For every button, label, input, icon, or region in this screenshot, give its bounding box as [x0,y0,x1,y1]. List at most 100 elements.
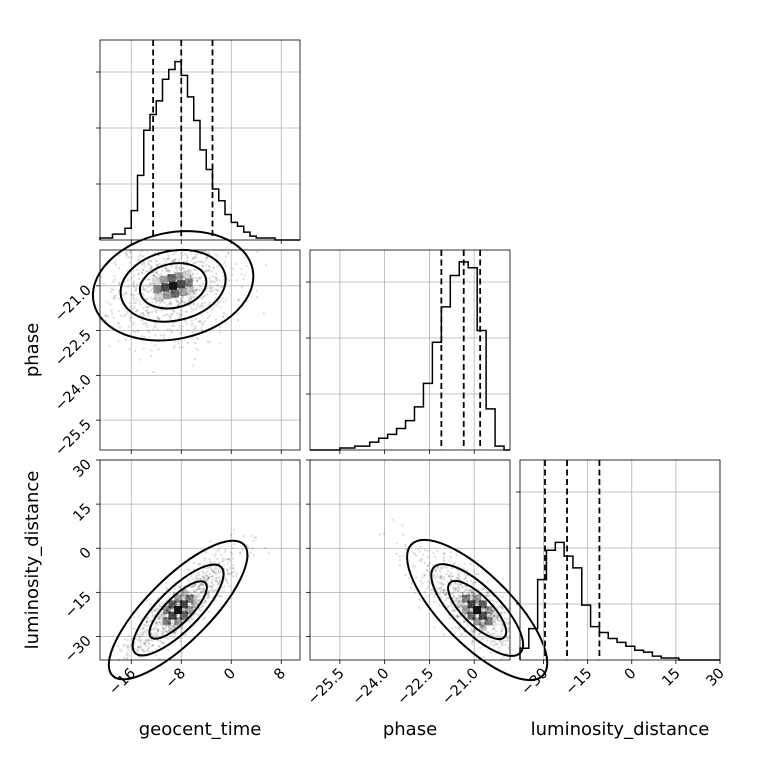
sample-point [485,595,489,598]
sample-point [479,646,482,650]
sample-point [461,591,464,595]
sample-point [147,260,151,263]
sample-point [110,312,114,315]
sample-point [228,559,232,562]
sample-point [189,280,192,283]
sample-point [126,311,129,314]
sample-point [190,593,194,597]
x-tick-label-luminosity-distance: 15 [659,666,683,690]
sample-point [201,609,204,612]
sample-point [200,590,203,593]
sample-point [129,250,132,254]
sample-point [221,560,224,563]
sample-point [255,296,259,299]
sample-point [181,294,184,298]
sample-point [131,329,135,333]
sample-point [482,624,485,627]
sample-point [161,624,164,627]
sample-point [410,582,414,585]
density-cell [467,600,476,609]
sample-point [143,643,146,646]
sample-point [231,546,235,550]
sample-point [478,622,481,625]
sample-point [227,279,231,282]
sample-point [439,595,442,599]
sample-point [177,602,181,606]
sample-point [461,585,464,588]
sample-point [174,266,177,269]
sample-point [218,561,221,565]
sample-point [160,633,164,636]
sample-point [190,602,194,605]
sample-point [137,272,141,275]
density-cell [191,600,200,609]
sample-point [479,623,482,626]
sample-point [146,638,150,642]
sample-point [141,649,145,652]
sample-point [152,325,156,328]
sample-point [201,583,204,586]
sample-point [178,325,181,328]
sample-point [196,595,199,599]
sample-point [208,572,212,576]
sample-point [194,606,197,609]
sample-point [158,621,161,624]
sample-point [234,262,238,266]
sample-point [204,551,207,554]
sample-point [239,552,242,555]
sample-point [198,277,201,280]
sample-point [481,625,484,629]
sample-point [202,617,205,621]
sample-point [125,254,128,257]
sample-point [202,586,205,590]
sample-point [175,267,178,270]
sample-point [463,589,466,593]
sample-point [150,265,153,268]
sample-point [193,604,196,608]
sample-point [416,548,420,551]
sample-point [140,319,143,322]
sample-point [501,607,504,610]
sample-point [196,588,199,591]
sample-point [166,607,170,610]
sample-point [186,292,189,295]
sample-point [171,607,175,611]
density-cell [168,611,177,620]
sample-point [145,599,148,602]
sample-point [158,316,161,320]
sample-point [200,304,203,307]
sample-point [191,617,194,621]
sample-point [137,258,140,261]
sample-point [158,262,161,266]
x-tick-label-geocent-time: 0 [221,666,239,684]
sample-point [208,341,211,344]
sample-point [473,581,477,584]
sample-point [185,292,189,295]
sample-point [201,588,204,591]
sample-point [201,265,205,268]
sample-point [165,269,169,272]
sample-point [195,603,198,607]
sample-point [200,582,204,585]
sample-point [119,648,122,651]
density-cell [185,594,194,603]
sample-point [441,567,444,570]
sample-point [165,609,168,613]
sample-point [169,317,172,321]
sample-point [212,306,215,310]
sample-point [242,535,246,538]
density-cell [467,589,476,598]
sample-point [144,323,148,326]
sample-point [447,574,450,578]
sample-point [165,609,169,613]
sample-point [148,642,151,646]
sample-point [181,267,185,270]
sample-point [482,620,486,624]
sample-point [492,609,496,613]
sample-point [143,642,147,645]
sample-point [223,585,226,588]
sample-point [477,572,480,576]
sample-point [112,280,115,283]
sample-point [182,300,185,304]
